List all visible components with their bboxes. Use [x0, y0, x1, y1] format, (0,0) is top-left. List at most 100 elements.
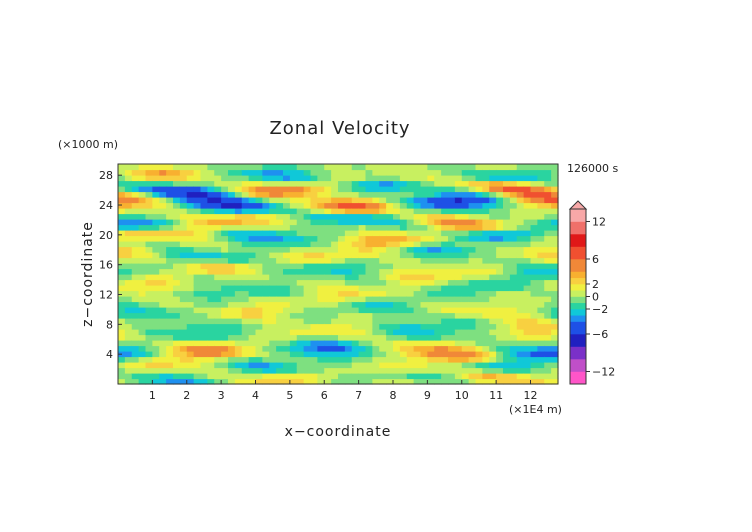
heatmap-cell [331, 318, 339, 325]
heatmap-cell [530, 334, 538, 341]
heatmap-cell [317, 164, 325, 171]
heatmap-cell [124, 180, 133, 187]
heatmap-cell [509, 351, 518, 358]
heatmap-cell [475, 329, 483, 336]
heatmap-cell [131, 301, 140, 308]
heatmap-cell [241, 373, 250, 380]
heatmap-cell [496, 263, 504, 270]
heatmap-cell [434, 334, 442, 341]
heatmap-cell [351, 257, 360, 264]
heatmap-cell [509, 208, 518, 215]
heatmap-cell [234, 213, 243, 220]
heatmap-cell [358, 202, 367, 209]
heatmap-cell [145, 252, 153, 259]
heatmap-cell [331, 235, 339, 242]
heatmap-cell [365, 307, 373, 314]
heatmap-cell [317, 175, 325, 182]
heatmap-cell [358, 235, 367, 242]
heatmap-cell [200, 202, 208, 209]
heatmap-cell [283, 285, 291, 292]
heatmap-cell [537, 345, 545, 352]
heatmap-cell [351, 362, 360, 369]
heatmap-cell [399, 169, 408, 176]
heatmap-cell [344, 208, 353, 215]
heatmap-cell [537, 296, 545, 303]
heatmap-cell [228, 263, 236, 270]
heatmap-cell [269, 329, 277, 336]
heatmap-cell [118, 186, 126, 193]
heatmap-cell [448, 378, 456, 385]
heatmap-cell [214, 208, 222, 215]
heatmap-cell [530, 191, 538, 198]
heatmap-cell [283, 230, 291, 237]
heatmap-cell [434, 301, 442, 308]
heatmap-cell [124, 307, 133, 314]
heatmap-cell [166, 263, 174, 270]
heatmap-cell [351, 230, 360, 237]
heatmap-cell [296, 340, 305, 347]
heatmap-cell [234, 191, 243, 198]
heatmap-cell [166, 230, 174, 237]
heatmap-cell [461, 164, 470, 171]
heatmap-cell [255, 257, 263, 264]
heatmap-cell [138, 230, 147, 237]
heatmap-cell [482, 356, 490, 363]
heatmap-cell [303, 208, 312, 215]
heatmap-cell [489, 307, 497, 314]
heatmap-cell [399, 274, 408, 281]
heatmap-cell [124, 175, 133, 182]
heatmap-cell [351, 378, 360, 385]
heatmap-cell [214, 202, 222, 209]
heatmap-cell [441, 351, 449, 358]
heatmap-cell [159, 235, 167, 242]
heatmap-cell [331, 296, 339, 303]
heatmap-cell [228, 351, 236, 358]
heatmap-cell [269, 323, 277, 330]
heatmap-cell [358, 323, 367, 330]
heatmap-cell [303, 367, 312, 374]
heatmap-cell [310, 312, 318, 319]
heatmap-cell [317, 378, 325, 385]
heatmap-cell [289, 208, 298, 215]
heatmap-cell [276, 373, 284, 380]
heatmap-cell [159, 180, 167, 187]
heatmap-cell [372, 175, 380, 182]
heatmap-cell [131, 235, 140, 242]
heatmap-cell [461, 318, 470, 325]
heatmap-cell [351, 246, 360, 253]
heatmap-cell [234, 307, 243, 314]
heatmap-cell [262, 202, 270, 209]
heatmap-cell [448, 367, 456, 374]
heatmap-cell [434, 241, 442, 248]
heatmap-cell [551, 318, 559, 325]
heatmap-cell [427, 290, 435, 297]
heatmap-cell [358, 296, 367, 303]
heatmap-cell [289, 257, 298, 264]
heatmap-cell [234, 197, 243, 204]
heatmap-cell [241, 197, 250, 204]
heatmap-cell [289, 378, 298, 385]
heatmap-cell [461, 175, 470, 182]
heatmap-cell [489, 296, 497, 303]
heatmap-cell [173, 318, 181, 325]
heatmap-cell [289, 230, 298, 237]
heatmap-cell [454, 351, 463, 358]
heatmap-cell [448, 329, 456, 336]
heatmap-cell [393, 241, 401, 248]
heatmap-cell [420, 219, 428, 226]
heatmap-cell [413, 175, 422, 182]
heatmap-cell [338, 191, 346, 198]
heatmap-cell [379, 191, 387, 198]
heatmap-cell [152, 318, 160, 325]
heatmap-cell [448, 263, 456, 270]
heatmap-cell [509, 235, 518, 242]
heatmap-cell [427, 274, 435, 281]
heatmap-cell [523, 329, 532, 336]
heatmap-cell [365, 340, 373, 347]
heatmap-cell [427, 340, 435, 347]
heatmap-cell [420, 329, 428, 336]
heatmap-cell [255, 279, 263, 286]
heatmap-cell [152, 340, 160, 347]
heatmap-cell [530, 301, 538, 308]
heatmap-cell [399, 356, 408, 363]
